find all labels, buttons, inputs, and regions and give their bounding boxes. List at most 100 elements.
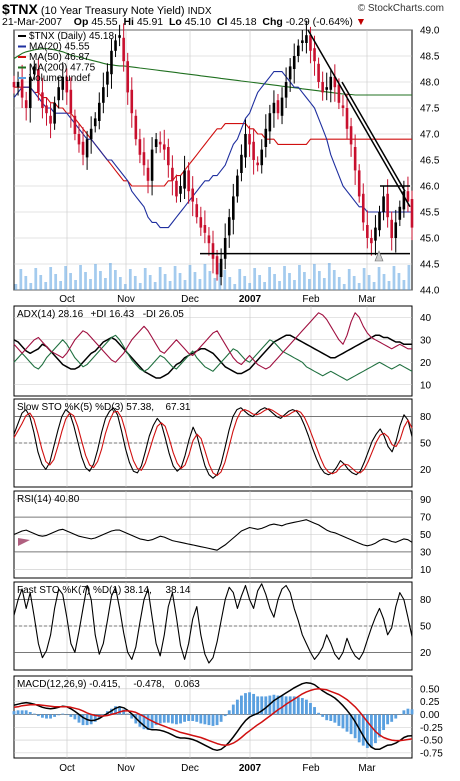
volume-bar — [322, 278, 326, 290]
candle-body — [49, 115, 52, 124]
panel3-series-0 — [13, 519, 413, 551]
macd-histogram-bar — [146, 714, 150, 731]
candle-body — [65, 76, 69, 93]
candle-body — [309, 35, 312, 51]
candle-body — [252, 141, 255, 160]
volume-bar — [402, 280, 406, 290]
candle-body — [73, 115, 77, 134]
macd-histogram-bar — [325, 714, 329, 721]
panel4-legend-0: Fast STO %K(7) %D(1) 38.14, — [17, 585, 152, 596]
panel2-y-tick-1: 50 — [420, 439, 432, 450]
volume-bar — [34, 268, 38, 290]
candle-body — [227, 217, 231, 236]
price-y-tick-4: 47.0 — [420, 130, 440, 141]
candle-body — [171, 167, 174, 181]
macd-histogram-bar — [65, 714, 69, 716]
panel5-legend-1: -0.478, — [133, 679, 164, 690]
price-y-tick-6: 46.0 — [420, 182, 440, 193]
price-legend-label-3: MA(200) 47.75 — [29, 63, 96, 74]
panel4-y-tick-1: 50 — [420, 622, 432, 633]
candle-body — [345, 108, 349, 129]
volume-bar — [273, 274, 276, 290]
candle-body — [81, 141, 85, 155]
volume-bar — [203, 264, 207, 290]
volume-bar — [327, 263, 331, 290]
volume-bar — [208, 271, 212, 290]
volume-bar — [387, 281, 391, 290]
trendline-down-2 — [341, 81, 406, 192]
exchange-label: INDX — [187, 6, 212, 17]
volume-bar — [168, 281, 172, 290]
candle-body — [154, 139, 158, 147]
panel2-y-tick-2: 20 — [420, 465, 432, 476]
volume-bar — [317, 271, 321, 290]
macd-histogram-bar — [378, 714, 381, 738]
candle-body — [106, 71, 109, 85]
volume-bar — [193, 272, 197, 290]
macd-histogram-bar — [16, 710, 20, 715]
price-y-tick-0: 49.0 — [420, 26, 440, 37]
candle-body — [118, 35, 121, 38]
macd-histogram-bar — [142, 714, 146, 730]
panel4-y-tick-0: 80 — [420, 595, 432, 606]
volume-bar — [382, 274, 386, 290]
price-legend-label-2: MA(50) 46.87 — [29, 52, 90, 63]
macd-histogram-bar — [219, 714, 223, 722]
macd-histogram-bar — [369, 714, 373, 748]
panel1-series-0 — [13, 334, 412, 379]
volume-bar — [303, 272, 306, 290]
volume-bar — [94, 264, 97, 290]
macd-histogram-bar — [284, 696, 288, 715]
candle-body — [12, 82, 16, 88]
volume-bar — [59, 281, 63, 290]
volume-bar — [143, 268, 147, 290]
volume-bar — [148, 275, 152, 290]
volume-bar — [397, 273, 401, 290]
candle-body — [244, 134, 247, 158]
volume-bar — [138, 283, 142, 290]
change-label: Chg — [262, 16, 283, 28]
volume-bar — [183, 280, 187, 290]
candle-body — [207, 235, 211, 244]
volume-bar — [332, 270, 336, 290]
volume-bar — [54, 274, 58, 290]
volume-bar — [392, 266, 396, 290]
candle-body — [406, 191, 410, 202]
panel2-legend-1: 67.31 — [165, 402, 190, 413]
macd-histogram-bar — [410, 709, 414, 715]
candle-body — [240, 154, 243, 173]
macd-histogram-bar — [203, 714, 207, 725]
macd-histogram-bar — [304, 699, 308, 715]
panel2-series-1 — [13, 408, 413, 477]
macd-histogram-bar — [256, 696, 260, 715]
macd-histogram-bar — [179, 714, 182, 724]
volume-bar — [79, 265, 82, 290]
candle-body — [268, 113, 272, 132]
panel5-series-1 — [13, 688, 413, 746]
panel1-y-tick-2: 20 — [420, 358, 432, 369]
candle-body — [203, 225, 207, 233]
volume-bar — [233, 284, 237, 290]
macd-histogram-bar — [406, 708, 410, 715]
volume-bar — [362, 268, 366, 290]
panel2-y-tick-0: 80 — [420, 412, 432, 423]
macd-histogram-bar — [53, 714, 57, 717]
candle-body — [93, 118, 97, 127]
volume-bar — [64, 266, 67, 290]
macd-histogram-bar — [118, 706, 122, 715]
macd-histogram-bar — [211, 714, 215, 726]
price-x-tick-5: Mar — [358, 294, 376, 305]
macd-histogram-bar — [317, 712, 321, 715]
candle-body — [211, 243, 215, 259]
candle-body — [321, 82, 324, 93]
candle-body — [175, 180, 178, 197]
candle-body — [167, 147, 170, 166]
panel5-y-tick-0: 0.50 — [420, 684, 440, 695]
bottom-x-tick-3: 2007 — [239, 763, 262, 774]
security-name: (10 Year Treasury Note Yield) — [40, 5, 185, 17]
volume-bar — [14, 284, 18, 290]
panel3-y-tick-1: 70 — [420, 513, 432, 524]
volume-bar — [114, 270, 117, 290]
macd-histogram-bar — [24, 710, 28, 715]
